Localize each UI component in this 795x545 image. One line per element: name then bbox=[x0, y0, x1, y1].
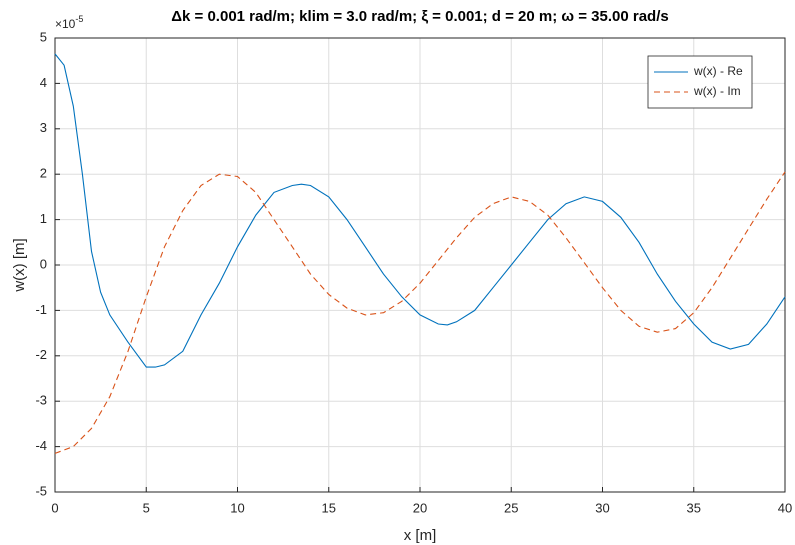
y-tick-label: 1 bbox=[40, 211, 47, 226]
x-tick-label: 35 bbox=[687, 500, 701, 515]
y-multiplier-exponent: -5 bbox=[75, 14, 83, 24]
y-tick-label: 3 bbox=[40, 120, 47, 135]
legend-box bbox=[647, 55, 753, 109]
y-tick-label: 4 bbox=[40, 75, 47, 90]
y-tick-label: -1 bbox=[35, 302, 47, 317]
x-tick-label: 10 bbox=[230, 500, 244, 515]
y-tick-label: -3 bbox=[35, 393, 47, 408]
y-tick-label: -5 bbox=[35, 483, 47, 498]
line-series bbox=[54, 53, 786, 368]
x-tick-label: 15 bbox=[322, 500, 336, 515]
x-tick-label: 30 bbox=[595, 500, 609, 515]
chart-title: Δk = 0.001 rad/m; klim = 3.0 rad/m; ξ = … bbox=[171, 8, 668, 25]
x-tick-label: 5 bbox=[143, 500, 150, 515]
y-tick-label: 5 bbox=[40, 29, 47, 44]
legend-label: w(x) - Im bbox=[693, 84, 741, 98]
y-multiplier-base: ×10 bbox=[55, 17, 76, 31]
y-axis-label: w(x) [m] bbox=[11, 238, 28, 292]
y-multiplier: ×10-5 bbox=[55, 14, 83, 31]
x-tick-label: 40 bbox=[778, 500, 792, 515]
x-tick-label: 0 bbox=[51, 500, 58, 515]
y-tick-label: -4 bbox=[35, 438, 47, 453]
y-tick-label: -2 bbox=[35, 347, 47, 362]
legend: w(x) - Re w(x) - Im bbox=[647, 55, 753, 109]
line-series bbox=[54, 171, 786, 454]
y-tick-label: 0 bbox=[40, 256, 47, 271]
plot-frame bbox=[54, 37, 786, 493]
y-tick-label: 2 bbox=[40, 166, 47, 181]
x-tick-label: 25 bbox=[504, 500, 518, 515]
x-tick-label: 20 bbox=[413, 500, 427, 515]
legend-label: w(x) - Re bbox=[693, 64, 743, 78]
x-axis-label: x [m] bbox=[404, 527, 437, 544]
